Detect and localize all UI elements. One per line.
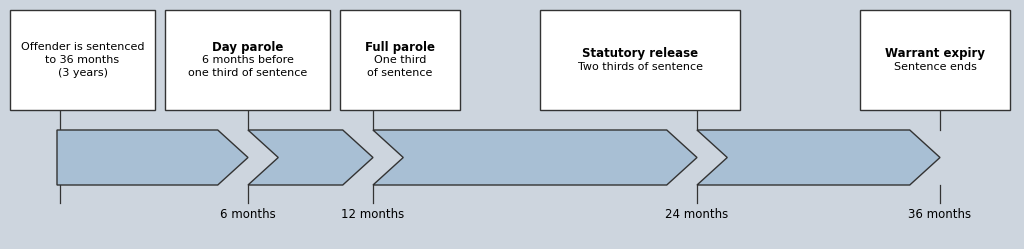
Text: Statutory release: Statutory release [582,47,698,60]
Polygon shape [373,130,697,185]
Text: to 36 months: to 36 months [45,55,120,65]
Text: 36 months: 36 months [908,208,972,221]
Text: 6 months before: 6 months before [202,55,294,65]
Text: 24 months: 24 months [666,208,729,221]
Polygon shape [248,130,373,185]
Text: Day parole: Day parole [212,41,284,54]
Polygon shape [57,130,248,185]
FancyBboxPatch shape [540,10,740,110]
Polygon shape [697,130,940,185]
Text: of sentence: of sentence [368,68,433,78]
FancyBboxPatch shape [165,10,330,110]
Text: Offender is sentenced: Offender is sentenced [20,42,144,52]
Text: Sentence ends: Sentence ends [894,62,977,71]
Text: (3 years): (3 years) [57,68,108,78]
Text: One third: One third [374,55,426,65]
Text: Full parole: Full parole [365,41,435,54]
Text: one third of sentence: one third of sentence [187,68,307,78]
Text: Warrant expiry: Warrant expiry [885,47,985,60]
FancyBboxPatch shape [10,10,155,110]
FancyBboxPatch shape [860,10,1010,110]
Text: Two thirds of sentence: Two thirds of sentence [578,62,702,71]
FancyBboxPatch shape [340,10,460,110]
Text: 12 months: 12 months [341,208,404,221]
Text: 6 months: 6 months [220,208,275,221]
